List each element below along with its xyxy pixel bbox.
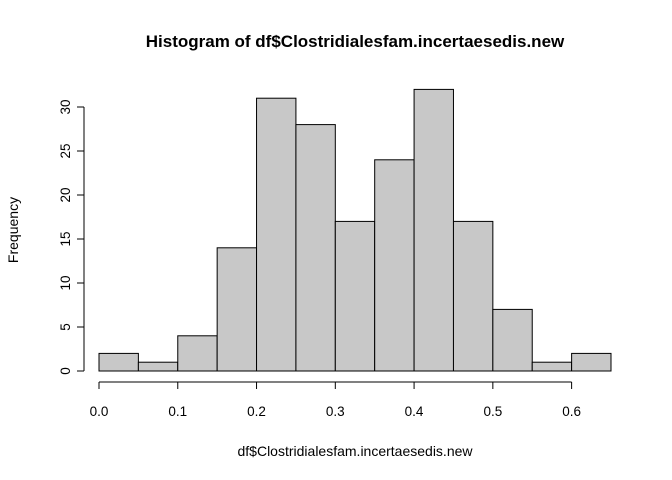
x-tick-label: 0.0 bbox=[90, 404, 109, 419]
y-tick-label: 15 bbox=[58, 231, 73, 246]
y-axis-label: Frequency bbox=[5, 197, 21, 263]
x-tick-label: 0.5 bbox=[483, 404, 502, 419]
histogram-bar bbox=[413, 88, 454, 372]
x-tick-label: 0.4 bbox=[405, 404, 424, 419]
x-tick-label: 0.6 bbox=[562, 404, 581, 419]
y-tick-label: 30 bbox=[58, 99, 73, 114]
x-tick-label: 0.1 bbox=[168, 404, 187, 419]
histogram-bar bbox=[374, 159, 415, 372]
histogram-bar bbox=[216, 247, 258, 372]
histogram-bar bbox=[295, 124, 336, 372]
histogram-bar bbox=[571, 352, 612, 372]
histogram-bar bbox=[256, 97, 297, 372]
x-tick-label: 0.2 bbox=[247, 404, 266, 419]
y-tick-label: 20 bbox=[58, 187, 73, 202]
y-tick-label: 10 bbox=[58, 275, 73, 290]
x-axis: 0.0 0.1 0.2 0.3 0.4 0.5 0.6 bbox=[90, 381, 581, 419]
histogram-bar bbox=[492, 308, 533, 372]
histogram-bar bbox=[531, 361, 573, 372]
histogram-bar bbox=[137, 361, 179, 372]
x-tick-label: 0.3 bbox=[326, 404, 345, 419]
x-axis-label: df$Clostridialesfam.incertaesedis.new bbox=[238, 443, 474, 459]
histogram-bar bbox=[452, 220, 494, 372]
y-tick-label: 5 bbox=[58, 323, 73, 331]
histogram-bar bbox=[334, 220, 376, 372]
bars-group bbox=[98, 88, 612, 372]
chart-title: Histogram of df$Clostridialesfam.incerta… bbox=[146, 32, 565, 51]
y-axis: 0 5 10 15 20 25 30 bbox=[58, 99, 85, 375]
histogram-bar bbox=[98, 352, 139, 372]
histogram-bar bbox=[177, 335, 218, 372]
y-tick-label: 0 bbox=[58, 367, 73, 375]
y-tick-label: 25 bbox=[58, 143, 73, 158]
